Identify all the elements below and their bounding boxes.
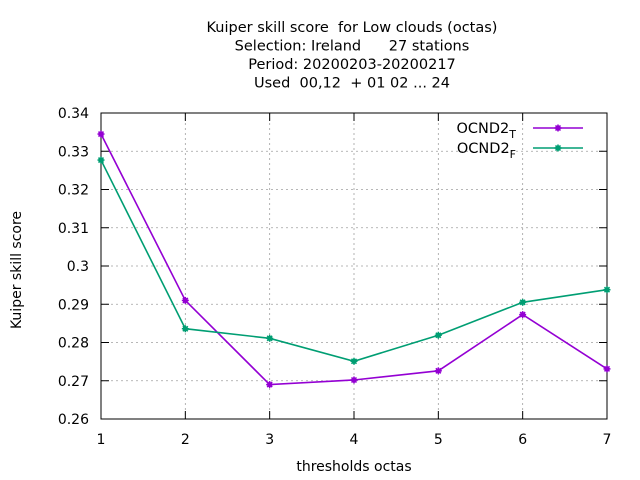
legend-name: OCND2	[457, 141, 510, 157]
chart-title: Kuiper skill score for Low clouds (octas…	[207, 20, 498, 92]
y-tick-label: 0.29	[58, 297, 89, 313]
x-tick-label: 4	[350, 432, 359, 448]
x-tick-label: 5	[434, 432, 443, 448]
marker-stroke	[554, 144, 562, 152]
series-line-f	[100, 159, 608, 363]
data-point	[97, 156, 105, 164]
data-point	[519, 298, 527, 306]
marker-stroke	[266, 335, 273, 342]
data-point	[350, 357, 358, 365]
y-tick-label: 0.34	[58, 106, 89, 122]
x-axis-label: thresholds octas	[296, 459, 411, 475]
title-line: Used 00,12 + 01 02 ... 24	[254, 76, 450, 92]
x-tick-label: 7	[603, 432, 612, 448]
series	[97, 130, 611, 389]
marker-stroke	[350, 358, 358, 365]
legend-name: OCND2	[456, 121, 509, 137]
x-tick-label: 1	[97, 432, 106, 448]
legend-label: OCND2F	[457, 141, 516, 161]
marker-stroke	[182, 325, 189, 332]
y-tick-label: 0.32	[58, 183, 89, 199]
legend-marker	[554, 144, 562, 152]
data-point	[350, 376, 358, 384]
data-point	[519, 311, 527, 319]
data-point	[97, 130, 105, 138]
marker-stroke	[435, 367, 442, 374]
x-tick-label: 3	[265, 432, 274, 448]
legend-subscript: T	[508, 128, 516, 141]
marker-stroke	[519, 299, 526, 306]
marker-stroke	[266, 381, 273, 388]
axis-ticks: 0.26 0.27 0.28 0.29 0.3 0.31 0.32 0.33 0.34 1 2 3 4 5…	[58, 106, 612, 448]
grid	[101, 113, 607, 419]
marker-stroke	[554, 124, 562, 132]
data-point	[603, 365, 611, 373]
y-tick-label: 0.31	[58, 221, 89, 237]
title-line: Selection: Ireland 27 stations	[235, 39, 470, 55]
data-point	[434, 331, 442, 339]
legend-marker	[554, 124, 562, 132]
marker-stroke	[97, 157, 105, 164]
marker-stroke	[97, 131, 105, 138]
title-line: Kuiper skill score for Low clouds (octas…	[207, 20, 498, 36]
y-tick-label: 0.26	[58, 412, 89, 428]
y-tick-label: 0.27	[58, 374, 89, 390]
data-point	[266, 334, 274, 342]
y-tick-label: 0.33	[58, 144, 89, 160]
marker-stroke	[603, 286, 611, 293]
marker-stroke	[182, 297, 189, 304]
data-point	[434, 367, 442, 375]
legend-label: OCND2T	[456, 121, 516, 141]
data-point	[603, 286, 611, 294]
y-tick-label: 0.3	[67, 259, 89, 275]
legend-subscript: F	[510, 148, 516, 161]
data-point	[266, 381, 274, 389]
marker-stroke	[519, 311, 526, 318]
marker-stroke	[435, 332, 442, 339]
y-tick-label: 0.28	[58, 336, 89, 352]
y-axis-label: Kuiper skill score	[9, 211, 25, 329]
x-tick-label: 6	[518, 432, 527, 448]
data-point	[181, 325, 189, 333]
data-point	[181, 296, 189, 304]
marker-stroke	[350, 376, 358, 384]
x-tick-label: 2	[181, 432, 190, 448]
marker-stroke	[603, 365, 611, 372]
title-line: Period: 20200203-20200217	[248, 57, 456, 73]
